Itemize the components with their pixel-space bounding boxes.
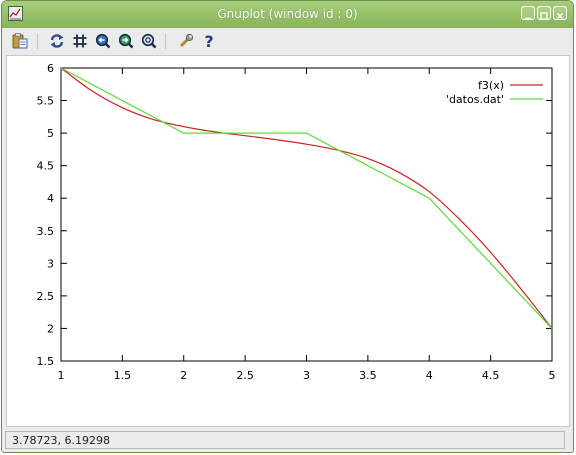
unzoom-button[interactable] xyxy=(139,31,159,51)
copy-to-clipboard-button[interactable] xyxy=(10,31,30,51)
maximize-button[interactable] xyxy=(537,6,551,20)
y-tick-label: 3.5 xyxy=(37,225,55,238)
refresh-icon xyxy=(50,34,64,48)
y-tick-label: 4 xyxy=(47,192,54,205)
x-tick-label: 5 xyxy=(549,369,556,382)
cursor-coordinates: 3.78723, 6.19298 xyxy=(5,431,565,449)
status-bar: 3.78723, 6.19298 xyxy=(2,429,573,452)
help-icon: ? xyxy=(204,31,214,51)
options-button[interactable] xyxy=(176,31,196,51)
x-tick-label: 4.5 xyxy=(482,369,500,382)
title-bar[interactable]: Gnuplot (window id : 0) xyxy=(2,1,573,29)
maximize-icon xyxy=(540,12,548,20)
zoom-previous-button[interactable] xyxy=(93,31,113,51)
y-tick-label: 2.5 xyxy=(37,290,55,303)
help-button[interactable]: ? xyxy=(199,31,219,51)
x-tick-label: 4 xyxy=(426,369,433,382)
y-tick-label: 1.5 xyxy=(37,355,55,368)
x-tick-label: 3.5 xyxy=(359,369,377,382)
y-tick-label: 5 xyxy=(47,127,54,140)
zoom-next-icon xyxy=(118,33,134,49)
close-icon xyxy=(556,12,564,20)
close-button[interactable] xyxy=(553,6,567,20)
toolbar: ? xyxy=(2,28,573,54)
legend-label: 'datos.dat' xyxy=(446,93,504,106)
x-tick-label: 1 xyxy=(58,369,65,382)
y-tick-label: 3 xyxy=(47,257,54,270)
x-tick-label: 1.5 xyxy=(114,369,132,382)
plot-canvas[interactable]: 1 1.5 2 2.5 3 3.5 4 4.5 5 1.5 2 2.5 3 3.5 4 4.5 5 5.5 6 f3(… xyxy=(6,55,570,427)
minimize-icon xyxy=(525,17,531,20)
minimize-button[interactable] xyxy=(521,6,535,20)
wrench-icon xyxy=(179,33,194,48)
chart: 1 1.5 2 2.5 3 3.5 4 4.5 51.522.533.544.555.56f3(… xyxy=(37,62,556,382)
toolbar-separator xyxy=(37,33,38,49)
series-line-f3 xyxy=(60,67,553,329)
y-tick-label: 2 xyxy=(47,322,54,335)
series-line-datos xyxy=(60,67,553,329)
y-tick-label: 4.5 xyxy=(37,160,55,173)
window-title: Gnuplot (window id : 0) xyxy=(217,7,358,21)
x-tick-label: 2 xyxy=(180,369,187,382)
clipboard-icon xyxy=(12,33,28,49)
window-controls xyxy=(521,6,567,20)
legend-label: f3(x) xyxy=(478,79,504,92)
unzoom-icon xyxy=(141,33,157,49)
y-tick-label: 6 xyxy=(47,62,54,75)
x-tick-label: 3 xyxy=(303,369,310,382)
zoom-next-button[interactable] xyxy=(116,31,136,51)
gnuplot-app-icon[interactable] xyxy=(8,6,23,21)
grid-icon xyxy=(73,34,87,48)
y-tick-label: 5.5 xyxy=(37,95,55,108)
toolbar-separator xyxy=(165,33,166,49)
plot-border xyxy=(60,67,553,362)
grid-button[interactable] xyxy=(70,31,90,51)
x-tick-label: 2.5 xyxy=(236,369,254,382)
replot-button[interactable] xyxy=(47,31,67,51)
zoom-previous-icon xyxy=(95,33,111,49)
